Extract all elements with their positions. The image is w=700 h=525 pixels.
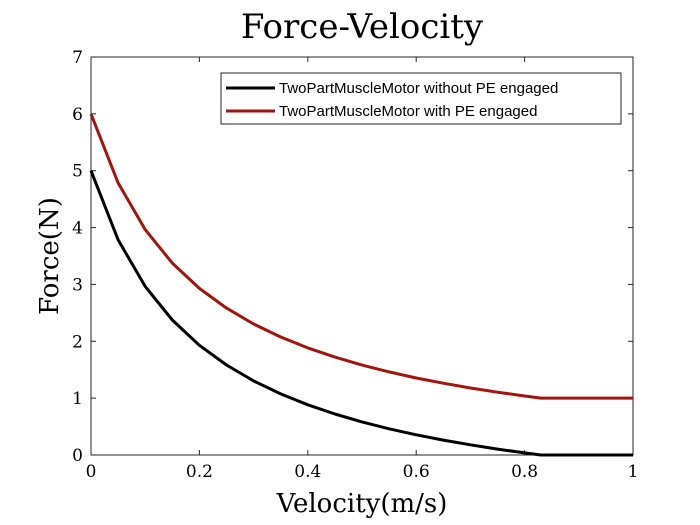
y-tick-label: 4 — [72, 219, 83, 239]
y-tick-label: 3 — [72, 275, 83, 295]
legend: TwoPartMuscleMotor without PE engaged Tw… — [220, 72, 622, 125]
y-tick-label: 6 — [72, 105, 83, 125]
legend-label-without-pe: TwoPartMuscleMotor without PE engaged — [279, 80, 558, 97]
y-tick-label: 1 — [72, 389, 83, 409]
x-tick-label: 0.6 — [403, 462, 430, 482]
series-lines — [89, 113, 633, 457]
y-axis-label: Force(N) — [35, 197, 65, 315]
y-tick-label: 7 — [72, 48, 83, 68]
x-tick-label: 0.2 — [186, 462, 213, 482]
y-tick-label: 5 — [72, 162, 83, 182]
legend-label-with-pe: TwoPartMuscleMotor with PE engaged — [279, 103, 537, 120]
axis-ticks: 0 0.2 0.4 0.6 0.8 1 0 1 2 3 4 5 6 7 — [72, 48, 638, 482]
x-tick-label: 0.4 — [294, 462, 321, 482]
y-tick-label: 2 — [72, 332, 83, 352]
chart-title: Force-Velocity — [241, 7, 484, 47]
y-tick-label: 0 — [72, 446, 83, 466]
x-tick-label: 0.8 — [511, 462, 538, 482]
series-line-1 — [89, 113, 633, 400]
x-tick-label: 0 — [86, 462, 97, 482]
x-tick-label: 1 — [628, 462, 639, 482]
plot-area — [90, 56, 634, 456]
series-line-0 — [89, 170, 633, 457]
legend-box — [220, 72, 622, 125]
x-axis-label: Velocity(m/s) — [276, 489, 448, 519]
